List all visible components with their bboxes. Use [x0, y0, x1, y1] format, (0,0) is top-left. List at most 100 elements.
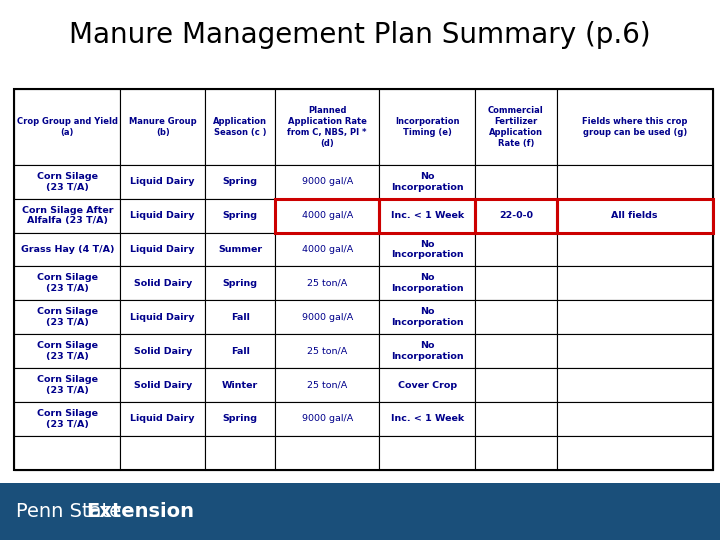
- Bar: [475, 334, 557, 368]
- Bar: [275, 436, 379, 470]
- Text: Cover Crop: Cover Crop: [397, 381, 457, 389]
- Bar: [14, 89, 120, 165]
- Text: Liquid Dairy: Liquid Dairy: [130, 415, 195, 423]
- Text: Crop Group and Yield
(a): Crop Group and Yield (a): [17, 117, 118, 137]
- Bar: [120, 368, 205, 402]
- Bar: [205, 402, 275, 436]
- Bar: [205, 436, 275, 470]
- Bar: [205, 89, 275, 165]
- Text: Planned
Application Rate
from C, NBS, PI *
(d): Planned Application Rate from C, NBS, PI…: [287, 106, 367, 147]
- Text: 9000 gal/A: 9000 gal/A: [302, 177, 353, 186]
- Text: Penn State: Penn State: [16, 502, 127, 521]
- Bar: [557, 266, 713, 300]
- Bar: [14, 368, 120, 402]
- Bar: [379, 334, 475, 368]
- Bar: [14, 165, 120, 199]
- Text: Application
Season (c ): Application Season (c ): [213, 117, 267, 137]
- Bar: [120, 266, 205, 300]
- Text: Liquid Dairy: Liquid Dairy: [130, 211, 195, 220]
- Bar: [205, 233, 275, 266]
- Text: Liquid Dairy: Liquid Dairy: [130, 245, 195, 254]
- Bar: [275, 199, 379, 233]
- Text: All fields: All fields: [611, 211, 658, 220]
- Text: Corn Silage
(23 T/A): Corn Silage (23 T/A): [37, 307, 98, 327]
- Bar: [275, 165, 379, 199]
- Bar: [557, 334, 713, 368]
- Text: Fall: Fall: [230, 347, 250, 356]
- Bar: [557, 199, 713, 233]
- Text: Spring: Spring: [222, 211, 258, 220]
- Bar: [14, 300, 120, 334]
- Text: Manure Group
(b): Manure Group (b): [129, 117, 197, 137]
- Text: Manure Management Plan Summary (p.6): Manure Management Plan Summary (p.6): [69, 21, 651, 49]
- Bar: [475, 89, 557, 165]
- Text: Solid Dairy: Solid Dairy: [134, 381, 192, 389]
- Bar: [205, 266, 275, 300]
- Text: 25 ton/A: 25 ton/A: [307, 381, 347, 389]
- Bar: [475, 199, 557, 233]
- Bar: [557, 199, 713, 233]
- Text: 25 ton/A: 25 ton/A: [307, 279, 347, 288]
- Bar: [120, 233, 205, 266]
- Bar: [379, 402, 475, 436]
- Bar: [379, 300, 475, 334]
- Text: No
Incorporation: No Incorporation: [391, 341, 464, 361]
- Text: Corn Silage
(23 T/A): Corn Silage (23 T/A): [37, 409, 98, 429]
- Text: Spring: Spring: [222, 415, 258, 423]
- Bar: [275, 300, 379, 334]
- Bar: [120, 300, 205, 334]
- Text: Solid Dairy: Solid Dairy: [134, 279, 192, 288]
- Bar: [205, 300, 275, 334]
- Text: Commercial
Fertilizer
Application
Rate (f): Commercial Fertilizer Application Rate (…: [488, 106, 544, 147]
- Text: 25 ton/A: 25 ton/A: [307, 347, 347, 356]
- Bar: [557, 233, 713, 266]
- Text: Corn Silage
(23 T/A): Corn Silage (23 T/A): [37, 273, 98, 293]
- Text: Spring: Spring: [222, 177, 258, 186]
- Bar: [379, 233, 475, 266]
- Bar: [557, 436, 713, 470]
- Bar: [275, 402, 379, 436]
- Text: 9000 gal/A: 9000 gal/A: [302, 313, 353, 322]
- Bar: [379, 368, 475, 402]
- Text: Fields where this crop
group can be used (g): Fields where this crop group can be used…: [582, 117, 688, 137]
- Bar: [14, 334, 120, 368]
- Bar: [14, 402, 120, 436]
- Text: 9000 gal/A: 9000 gal/A: [302, 415, 353, 423]
- Bar: [0, 483, 720, 540]
- Bar: [557, 89, 713, 165]
- Bar: [205, 165, 275, 199]
- Text: Fall: Fall: [230, 313, 250, 322]
- Bar: [275, 89, 379, 165]
- Text: No
Incorporation: No Incorporation: [391, 273, 464, 293]
- Bar: [379, 436, 475, 470]
- Text: Grass Hay (4 T/A): Grass Hay (4 T/A): [21, 245, 114, 254]
- Bar: [120, 436, 205, 470]
- Text: 4000 gal/A: 4000 gal/A: [302, 211, 353, 220]
- Bar: [475, 402, 557, 436]
- Bar: [475, 199, 557, 233]
- Text: No
Incorporation: No Incorporation: [391, 240, 464, 259]
- Bar: [557, 165, 713, 199]
- Bar: [205, 199, 275, 233]
- Text: Spring: Spring: [222, 279, 258, 288]
- Text: Corn Silage
(23 T/A): Corn Silage (23 T/A): [37, 375, 98, 395]
- Bar: [475, 436, 557, 470]
- Text: Incorporation
Timing (e): Incorporation Timing (e): [395, 117, 459, 137]
- Text: Corn Silage
(23 T/A): Corn Silage (23 T/A): [37, 172, 98, 192]
- Bar: [275, 199, 379, 233]
- Text: Inc. < 1 Week: Inc. < 1 Week: [391, 415, 464, 423]
- Bar: [14, 266, 120, 300]
- Bar: [14, 233, 120, 266]
- Bar: [275, 266, 379, 300]
- Text: Extension: Extension: [86, 502, 194, 521]
- Text: Summer: Summer: [218, 245, 262, 254]
- Text: Winter: Winter: [222, 381, 258, 389]
- Bar: [379, 199, 475, 233]
- Bar: [120, 89, 205, 165]
- Text: Solid Dairy: Solid Dairy: [134, 347, 192, 356]
- Bar: [275, 334, 379, 368]
- Bar: [14, 89, 713, 470]
- Bar: [120, 402, 205, 436]
- Text: 4000 gal/A: 4000 gal/A: [302, 245, 353, 254]
- Text: Liquid Dairy: Liquid Dairy: [130, 177, 195, 186]
